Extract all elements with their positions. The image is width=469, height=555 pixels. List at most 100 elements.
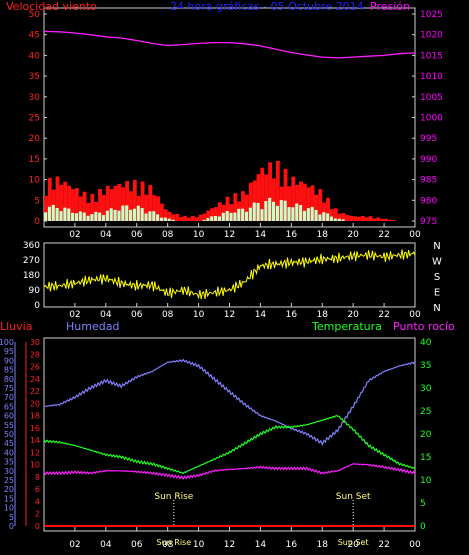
wind-gust-bar bbox=[94, 201, 99, 221]
bot-xtick-label: 02 bbox=[69, 540, 80, 550]
top-xtick-label: 10 bbox=[193, 230, 205, 240]
pressure-line bbox=[43, 30, 416, 59]
wind-gust-bar bbox=[144, 194, 149, 221]
wind-average-bar bbox=[171, 219, 175, 221]
sunset-bottom-label: Sun Set bbox=[338, 538, 369, 547]
wind-average-bar bbox=[318, 214, 322, 221]
mid-xtick-label: 06 bbox=[131, 310, 143, 320]
wind-gust-bar bbox=[117, 183, 122, 221]
humedad-tick-label: 25 bbox=[4, 476, 14, 485]
wind-gust-bar bbox=[368, 216, 373, 221]
wind-gust-bar bbox=[244, 194, 249, 221]
wind-gust-bar bbox=[206, 210, 211, 221]
wind-gust-bar bbox=[175, 214, 180, 221]
wind-gust-bar bbox=[74, 188, 79, 221]
top-xtick-label: 16 bbox=[286, 230, 298, 240]
direction-tick-label: 90 bbox=[29, 286, 41, 296]
wind-average-bar bbox=[221, 212, 225, 221]
wind-average-bar bbox=[67, 208, 71, 221]
wind-average-bar bbox=[295, 203, 299, 221]
wind-average-bar bbox=[113, 209, 117, 221]
humedad-tick-label: 60 bbox=[4, 412, 14, 421]
wind-gust-bar bbox=[86, 203, 91, 221]
humedad-tick-label: 90 bbox=[4, 356, 14, 365]
bottom-panel-frame bbox=[43, 337, 416, 532]
wind-average-bar bbox=[302, 210, 307, 221]
humedad-tick-label: 65 bbox=[4, 402, 14, 411]
wind-speed-tick-label: 30 bbox=[29, 93, 41, 103]
humedad-tick-label: 80 bbox=[4, 375, 14, 384]
lluvia-tick-label: 16 bbox=[30, 424, 40, 433]
wind-average-bar bbox=[283, 200, 287, 221]
humedad-tick-label: 85 bbox=[4, 366, 14, 375]
wind-average-bar bbox=[268, 197, 272, 221]
wind-gust-bar bbox=[260, 167, 265, 221]
wind-average-bar bbox=[78, 211, 82, 221]
sunrise-label: Sun Rise bbox=[154, 492, 193, 502]
wind-gust-bar bbox=[229, 204, 234, 221]
wind-gust-bar bbox=[78, 196, 83, 221]
wind-gust-bar bbox=[186, 217, 191, 221]
wind-average-bar bbox=[98, 212, 102, 221]
wind-gust-bar bbox=[357, 216, 361, 221]
wind-gust-bar bbox=[380, 218, 385, 221]
wind-gust-bar bbox=[217, 202, 222, 221]
pressure-tick-label: 985 bbox=[420, 176, 437, 186]
wind-average-bar bbox=[241, 208, 245, 221]
wind-gust-bar bbox=[55, 176, 60, 221]
lluvia-tick-label: 14 bbox=[30, 436, 40, 445]
bot-xtick-label: 14 bbox=[255, 540, 267, 550]
wind-gust-bar bbox=[322, 202, 327, 221]
wind-average-bar bbox=[125, 205, 129, 221]
wind-gust-bar bbox=[360, 215, 365, 221]
lluvia-tick-label: 30 bbox=[30, 338, 40, 347]
wind-average-bar bbox=[252, 202, 256, 221]
mid-xtick-label: 10 bbox=[193, 310, 205, 320]
wind-average-bar bbox=[333, 218, 337, 221]
bot-xtick-label: 20 bbox=[347, 540, 359, 550]
sunrise-bottom-label: Sun Rise bbox=[157, 538, 192, 547]
humedad-tick-label: 15 bbox=[4, 494, 14, 503]
wind-average-bar bbox=[129, 209, 133, 221]
top-xtick-label: 18 bbox=[317, 230, 329, 240]
wind-average-bar bbox=[159, 217, 164, 221]
wind-speed-tick-label: 5 bbox=[34, 196, 40, 206]
wind-gust-bar bbox=[109, 189, 114, 221]
wind-average-bar bbox=[206, 218, 210, 221]
wind-gust-bar bbox=[333, 208, 338, 221]
wind-average-bar bbox=[51, 204, 55, 221]
lluvia-tick-label: 28 bbox=[30, 350, 40, 359]
wind-gust-bar bbox=[391, 220, 396, 221]
wind-average-bar bbox=[214, 216, 218, 221]
humedad-tick-label: 40 bbox=[4, 448, 14, 457]
temperatura-line bbox=[43, 414, 416, 475]
wind-gust-bar bbox=[202, 213, 207, 221]
wind-speed-tick-label: 25 bbox=[29, 114, 40, 124]
direction-tick-label: 180 bbox=[23, 271, 40, 281]
temperatura-label: Temperatura bbox=[311, 320, 382, 333]
wind-average-bar bbox=[47, 206, 51, 221]
top-xtick-label: 00 bbox=[409, 230, 421, 240]
pressure-tick-label: 975 bbox=[420, 217, 437, 227]
bottom-panel: 0510152025303540455055606570758085909510… bbox=[0, 338, 432, 550]
bot-xtick-label: 22 bbox=[378, 540, 389, 550]
bot-xtick-label: 10 bbox=[193, 540, 205, 550]
bot-xtick-label: 04 bbox=[100, 540, 112, 550]
wind-average-bar bbox=[136, 205, 140, 221]
wind-average-bar bbox=[202, 219, 206, 221]
wind-gust-bar bbox=[59, 184, 64, 221]
wind-average-bar bbox=[44, 212, 48, 221]
pressure-label: Presión bbox=[370, 0, 410, 13]
wind-average-bar bbox=[63, 207, 67, 221]
humedad-tick-label: 5 bbox=[9, 513, 14, 522]
wind-direction-line bbox=[43, 249, 416, 300]
wind-average-bar bbox=[341, 219, 345, 221]
temp-tick-label: 0 bbox=[420, 522, 426, 532]
wind-speed-tick-label: 45 bbox=[29, 31, 40, 41]
wind-gust-bar bbox=[156, 196, 160, 221]
pressure-tick-label: 1005 bbox=[420, 93, 443, 103]
wind-gust-bar bbox=[113, 185, 118, 221]
direction-tick-label: 0 bbox=[34, 301, 40, 311]
bot-xtick-label: 00 bbox=[409, 540, 421, 550]
